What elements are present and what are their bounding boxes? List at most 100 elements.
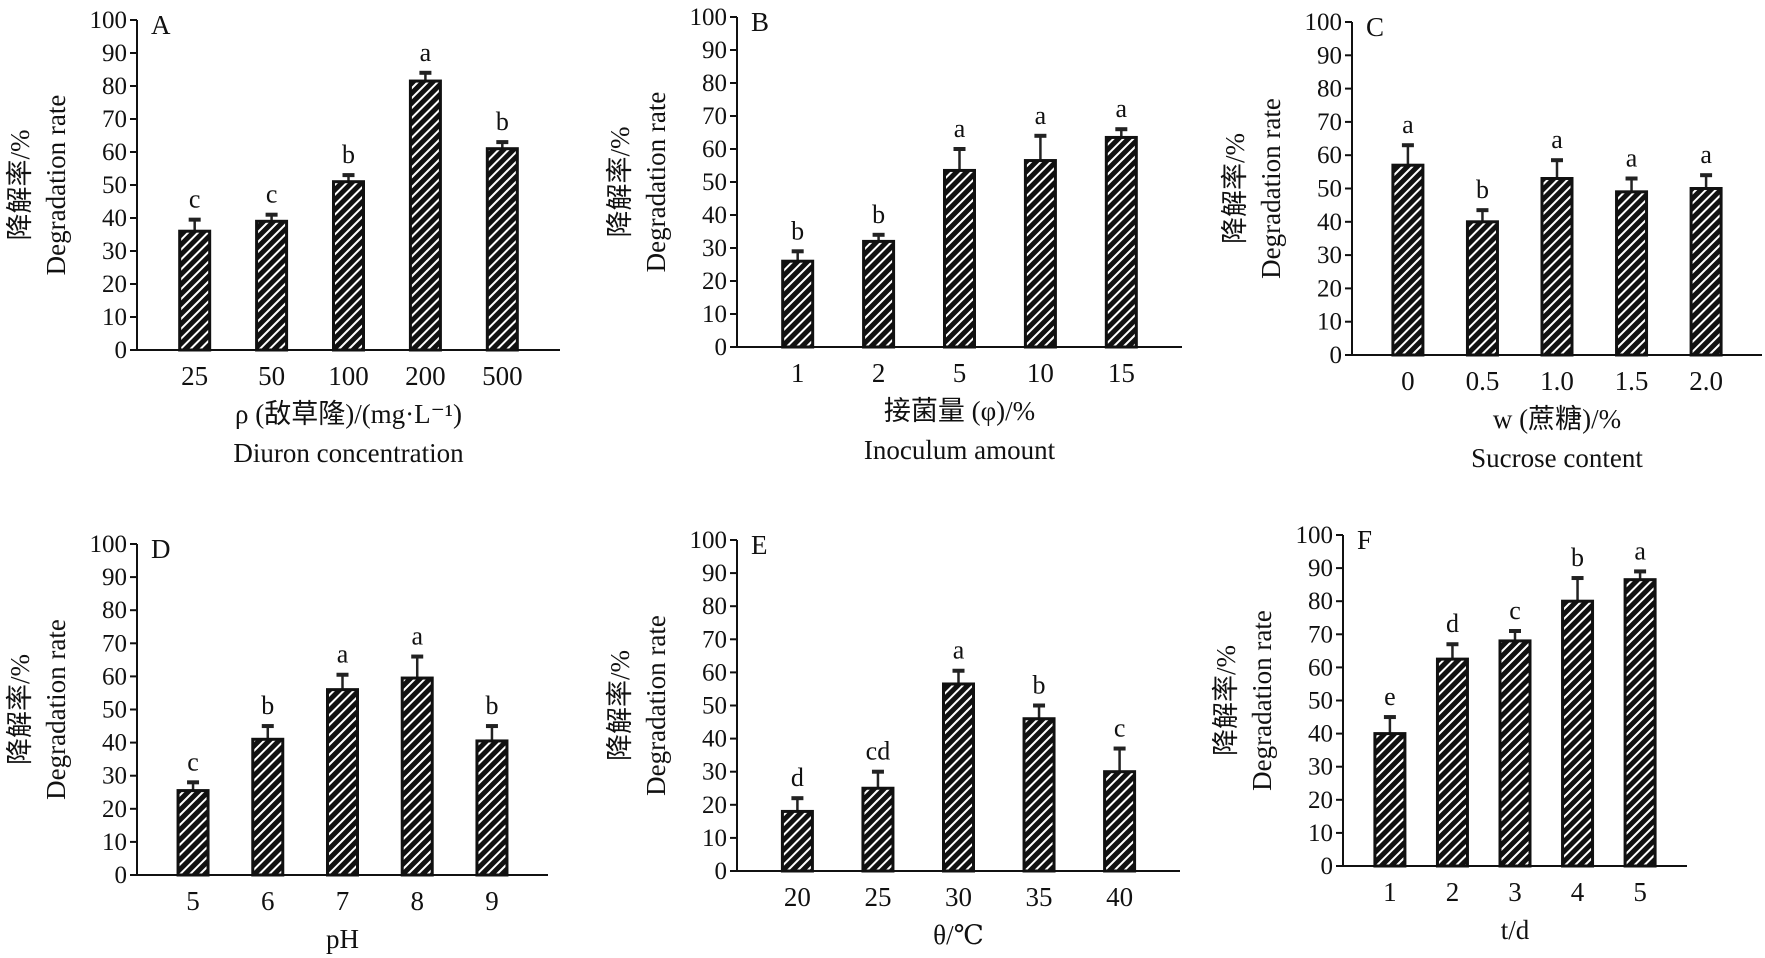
significance-letter: a xyxy=(1626,144,1638,173)
panel-label: F xyxy=(1357,525,1372,555)
y-axis-label-cn: 降解率/% xyxy=(5,654,35,765)
x-tick-label: 50 xyxy=(258,361,285,391)
bar-f-5 xyxy=(1623,578,1657,868)
significance-letter: a xyxy=(1402,110,1414,139)
x-tick-label: 5 xyxy=(953,358,967,388)
y-axis-label-cn: 降解率/% xyxy=(1220,133,1250,244)
x-axis-label: t/d xyxy=(1501,915,1530,945)
bar-d-7 xyxy=(326,688,359,877)
significance-letter: a xyxy=(954,114,966,143)
y-axis-label-en: Degradation rate xyxy=(1256,98,1286,279)
panel-label: E xyxy=(751,530,768,560)
y-tick-label: 10 xyxy=(702,301,727,328)
y-tick-label: 0 xyxy=(1330,342,1343,369)
y-tick-label: 80 xyxy=(102,73,127,100)
x-tick-label: 2.0 xyxy=(1689,366,1723,396)
x-tick-label: 1 xyxy=(1383,877,1397,907)
bar-d-8 xyxy=(400,676,434,877)
y-tick-label: 50 xyxy=(1317,176,1342,203)
significance-letter: e xyxy=(1384,682,1396,711)
panel-b: 0 10 20 30 40 50 60 70 80 90 100 Bb 1 b 2 a 5 a 10 a 15 接菌量 (… xyxy=(605,4,1182,465)
bar-e-20 xyxy=(780,809,814,873)
significance-letter: a xyxy=(411,622,423,651)
y-tick-label: 20 xyxy=(702,792,727,819)
y-tick-label: 70 xyxy=(102,106,127,133)
y-axis-label-en: Degradation rate xyxy=(641,92,671,273)
y-tick-label: 100 xyxy=(90,531,128,558)
x-tick-label: 35 xyxy=(1026,882,1053,912)
significance-letter: d xyxy=(791,763,804,792)
y-axis-label-en: Degradation rate xyxy=(41,95,71,276)
y-tick-label: 20 xyxy=(102,796,127,823)
y-tick-label: 30 xyxy=(1317,242,1342,269)
y-tick-label: 30 xyxy=(102,763,127,790)
x-tick-label: 25 xyxy=(181,361,208,391)
y-axis-label-en: Degradation rate xyxy=(1247,610,1277,791)
y-tick-label: 40 xyxy=(1317,209,1342,236)
panel-e: 0 10 20 30 40 50 60 70 80 90 100 Ed 20 cd 25 a 30 b 35 c 40 θ… xyxy=(605,527,1180,950)
y-tick-label: 30 xyxy=(102,238,127,265)
y-tick-label: 30 xyxy=(702,235,727,262)
y-tick-label: 10 xyxy=(1317,309,1342,336)
significance-letter: b xyxy=(496,107,509,136)
bar-e-40 xyxy=(1103,770,1137,873)
y-tick-label: 50 xyxy=(102,697,127,724)
x-tick-label: 7 xyxy=(336,886,350,916)
y-axis-label-cn: 降解率/% xyxy=(605,650,635,761)
bar-c-2.0 xyxy=(1689,187,1723,357)
bar-c-0.5 xyxy=(1465,220,1499,357)
x-tick-label: 40 xyxy=(1106,882,1133,912)
x-tick-label: 4 xyxy=(1571,877,1585,907)
y-axis-label-cn: 降解率/% xyxy=(605,127,635,238)
panel-f: 0 10 20 30 40 50 60 70 80 90 100 Fe 1 d 2 c 3 b 4 a 5 t/d 降解率/… xyxy=(1211,522,1687,945)
panel-a: 0 10 20 30 40 50 60 70 80 90 100 Ac 25 c 50 b 100 a 200 b 50… xyxy=(5,7,560,468)
y-axis-label-cn: 降解率/% xyxy=(1211,645,1241,756)
x-tick-label: 200 xyxy=(405,361,446,391)
y-tick-label: 40 xyxy=(102,730,127,757)
significance-letter: b xyxy=(485,691,498,720)
y-tick-label: 80 xyxy=(702,70,727,97)
x-axis-label: w (蔗糖)/% xyxy=(1493,404,1621,434)
y-tick-label: 20 xyxy=(702,268,727,295)
significance-letter: a xyxy=(953,636,965,665)
y-tick-label: 60 xyxy=(102,139,127,166)
x-tick-label: 500 xyxy=(482,361,523,391)
y-tick-label: 70 xyxy=(102,630,127,657)
y-tick-label: 100 xyxy=(1305,9,1343,36)
y-tick-label: 50 xyxy=(702,693,727,720)
x-tick-label: 3 xyxy=(1508,877,1522,907)
y-tick-label: 90 xyxy=(102,564,127,591)
significance-letter: b xyxy=(342,140,355,169)
y-axis-label-cn: 降解率/% xyxy=(5,130,35,241)
y-tick-label: 0 xyxy=(115,862,128,889)
y-tick-label: 60 xyxy=(1308,654,1333,681)
x-axis-label: pH xyxy=(326,924,359,954)
significance-letter: b xyxy=(1033,671,1046,700)
x-axis-label-en: Diuron concentration xyxy=(233,438,464,468)
bar-d-5 xyxy=(176,789,210,877)
x-tick-label: 1.5 xyxy=(1615,366,1649,396)
x-axis-label-en: Sucrose content xyxy=(1471,443,1643,473)
significance-letter: a xyxy=(1551,125,1563,154)
y-tick-label: 0 xyxy=(715,334,728,361)
y-tick-label: 0 xyxy=(715,858,728,885)
x-tick-label: 15 xyxy=(1108,358,1135,388)
x-tick-label: 1 xyxy=(791,358,805,388)
significance-letter: d xyxy=(1446,609,1459,638)
x-tick-label: 9 xyxy=(485,886,499,916)
y-tick-label: 20 xyxy=(1308,787,1333,814)
x-tick-label: 0 xyxy=(1401,366,1415,396)
significance-letter: a xyxy=(420,38,432,67)
bar-a-25 xyxy=(178,229,212,352)
bar-b-2 xyxy=(862,239,896,349)
significance-letter: a xyxy=(1634,536,1646,565)
bar-b-15 xyxy=(1104,135,1138,349)
y-tick-label: 40 xyxy=(702,726,727,753)
bar-a-50 xyxy=(255,219,289,352)
x-tick-label: 1.0 xyxy=(1540,366,1574,396)
x-tick-label: 5 xyxy=(186,886,200,916)
significance-letter: b xyxy=(872,200,885,229)
significance-letter: a xyxy=(1700,140,1712,169)
significance-letter: c xyxy=(189,185,201,214)
